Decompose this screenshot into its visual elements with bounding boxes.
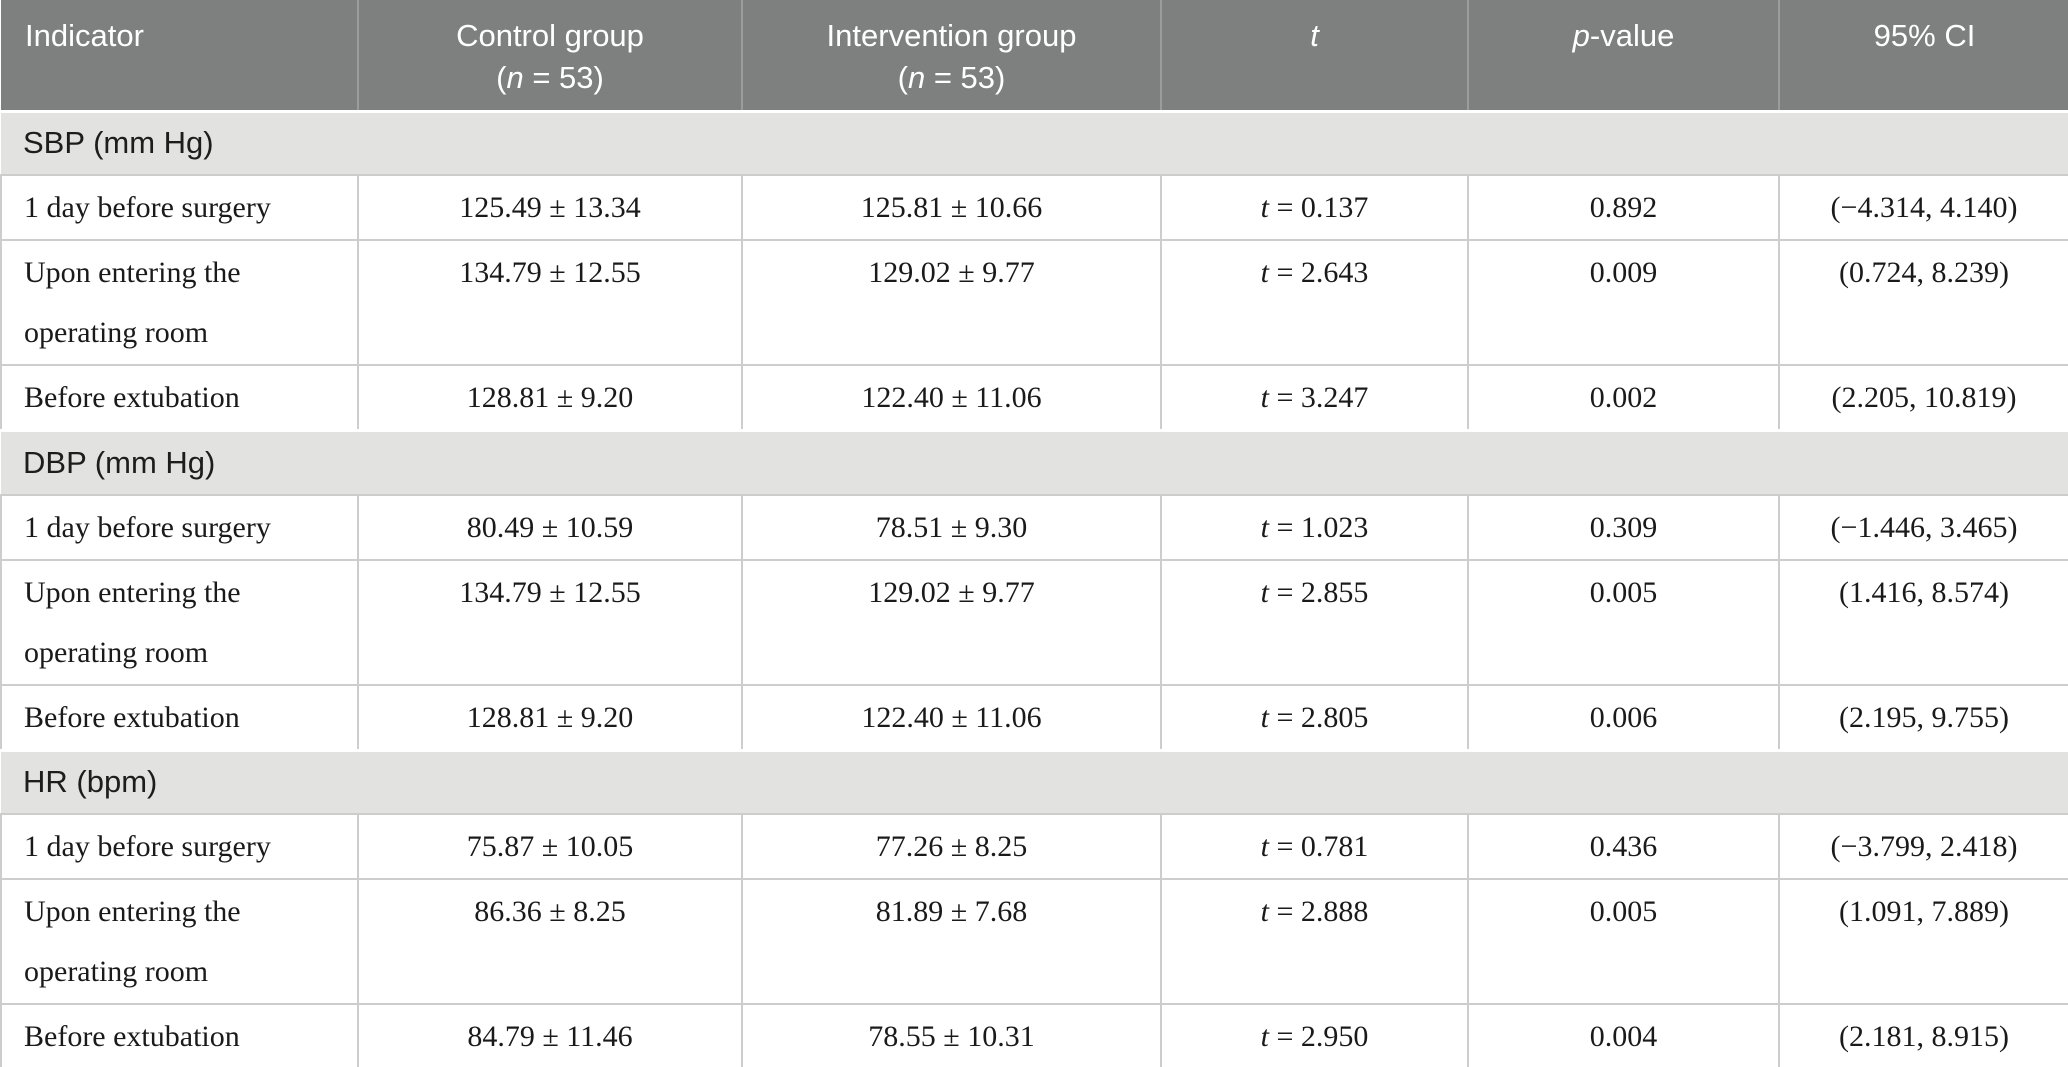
intervention-value-cell: 78.55 ± 10.31: [741, 1003, 1162, 1067]
ci-value-cell: (2.195, 9.755): [1778, 683, 2068, 751]
ci-value-cell: (2.205, 10.819): [1778, 364, 2068, 432]
intervention-value-cell: 81.89 ± 7.68: [741, 878, 1162, 1005]
intervention-value-cell: 77.26 ± 8.25: [741, 813, 1162, 880]
control-value-cell: 75.87 ± 10.05: [357, 813, 743, 880]
section-header-sbp: SBP (mm Hg): [1, 109, 2068, 176]
indicator-cell: 1 day before surgery: [0, 813, 359, 880]
t-symbol: t: [1260, 700, 1269, 734]
ci-value-cell: (1.091, 7.889): [1778, 878, 2068, 1005]
intervention-value-cell: 129.02 ± 9.77: [741, 558, 1162, 686]
ci-value-cell: (−4.314, 4.140): [1778, 174, 2068, 241]
indicator-cell: 1 day before surgery: [0, 493, 359, 561]
table-row: 1 day before surgery 125.49 ± 13.34 125.…: [0, 174, 2068, 241]
t-symbol: t: [1260, 381, 1269, 414]
intervention-group-label: Intervention group: [826, 18, 1077, 53]
ci-value-cell: (2.181, 8.915): [1778, 1003, 2068, 1067]
ci-value-cell: (0.724, 8.239): [1778, 239, 2068, 366]
intervention-value-cell: 78.51 ± 9.30: [741, 493, 1162, 561]
ci-label: 95% CI: [1873, 18, 1976, 53]
table-row: Upon entering the operating room 134.79 …: [0, 558, 2068, 686]
col-header-indicator-label: Indicator: [25, 18, 144, 53]
t-symbol: t: [1260, 510, 1269, 544]
t-value-cell: t = 3.247: [1160, 364, 1469, 432]
section-header-hr: HR (bpm): [1, 748, 2068, 815]
control-value-cell: 134.79 ± 12.55: [357, 558, 743, 686]
t-symbol: t: [1260, 895, 1269, 928]
col-header-intervention-group: Intervention group (n = 53): [741, 0, 1161, 113]
control-group-label: Control group: [456, 18, 644, 53]
intervention-value-cell: 129.02 ± 9.77: [741, 239, 1162, 366]
col-header-indicator: Indicator: [1, 0, 358, 113]
p-value-cell: 0.004: [1467, 1003, 1780, 1067]
n-symbol: n: [907, 60, 926, 95]
indicator-cell: Before extubation: [0, 364, 359, 432]
indicator-cell: Upon entering the operating room: [0, 558, 359, 686]
control-value-cell: 125.49 ± 13.34: [357, 174, 743, 241]
table-row: Upon entering the operating room 134.79 …: [0, 239, 2068, 366]
indicator-cell: 1 day before surgery: [0, 174, 359, 241]
control-value-cell: 128.81 ± 9.20: [357, 683, 743, 751]
section-title: HR (bpm): [23, 764, 158, 800]
table-row: Before extubation 84.79 ± 11.46 78.55 ± …: [0, 1003, 2068, 1067]
p-value-cell: 0.892: [1467, 174, 1780, 241]
ci-value-cell: (−1.446, 3.465): [1778, 493, 2068, 561]
t-value-cell: t = 2.643: [1160, 239, 1469, 366]
control-value-cell: 134.79 ± 12.55: [357, 239, 743, 366]
section-header-dbp: DBP (mm Hg): [1, 429, 2068, 496]
intervention-value-cell: 125.81 ± 10.66: [741, 174, 1162, 241]
col-header-control-group: Control group (n = 53): [357, 0, 742, 113]
col-header-t: t: [1160, 0, 1468, 113]
table-row: 1 day before surgery 75.87 ± 10.05 77.26…: [0, 813, 2068, 880]
t-value-cell: t = 0.781: [1160, 813, 1469, 880]
t-symbol: t: [1260, 191, 1269, 224]
p-symbol: p: [1572, 18, 1590, 53]
p-value-cell: 0.309: [1467, 493, 1780, 561]
indicator-cell: Before extubation: [0, 683, 359, 751]
intervention-value-cell: 122.40 ± 11.06: [741, 683, 1162, 751]
p-value-cell: 0.009: [1467, 239, 1780, 366]
ci-value-cell: (−3.799, 2.418): [1778, 813, 2068, 880]
t-value-cell: t = 0.137: [1160, 174, 1469, 241]
t-value-cell: t = 2.805: [1160, 683, 1469, 751]
section-row-sbp: SBP (mm Hg): [1, 109, 2068, 176]
t-value-cell: t = 2.950: [1160, 1003, 1469, 1067]
control-value-cell: 84.79 ± 11.46: [357, 1003, 743, 1067]
p-value-cell: 0.002: [1467, 364, 1780, 432]
section-title: DBP (mm Hg): [23, 444, 216, 480]
t-symbol: t: [1260, 830, 1269, 863]
section-row-dbp: DBP (mm Hg): [1, 429, 2068, 496]
ci-value-cell: (1.416, 8.574): [1778, 558, 2068, 686]
section-row-hr: HR (bpm): [1, 748, 2068, 815]
n-symbol: n: [506, 60, 524, 95]
t-value-cell: t = 1.023: [1160, 493, 1469, 561]
indicator-cell: Upon entering the operating room: [0, 239, 359, 366]
control-value-cell: 80.49 ± 10.59: [357, 493, 743, 561]
indicator-cell: Upon entering the operating room: [0, 878, 359, 1005]
col-header-95ci: 95% CI: [1778, 0, 2068, 113]
p-value-cell: 0.005: [1467, 558, 1780, 686]
col-header-p-value: p-value: [1467, 0, 1779, 113]
p-value-cell: 0.006: [1467, 683, 1780, 751]
t-symbol: t: [1260, 575, 1269, 609]
table-row: Upon entering the operating room 86.36 ±…: [0, 878, 2068, 1005]
section-title: SBP (mm Hg): [23, 125, 214, 161]
indicator-cell: Before extubation: [0, 1003, 359, 1067]
t-value-cell: t = 2.855: [1160, 558, 1469, 686]
table-row: 1 day before surgery 80.49 ± 10.59 78.51…: [0, 493, 2068, 561]
intervention-value-cell: 122.40 ± 11.06: [741, 364, 1162, 432]
p-value-cell: 0.005: [1467, 878, 1780, 1005]
table-row: Before extubation 128.81 ± 9.20 122.40 ±…: [0, 683, 2068, 751]
table-header-row: Indicator Control group (n = 53) Interve…: [1, 0, 2068, 113]
t-symbol: t: [1310, 18, 1319, 53]
control-value-cell: 128.81 ± 9.20: [357, 364, 743, 432]
p-value-cell: 0.436: [1467, 813, 1780, 880]
t-value-cell: t = 2.888: [1160, 878, 1469, 1005]
t-symbol: t: [1260, 256, 1269, 289]
control-value-cell: 86.36 ± 8.25: [357, 878, 743, 1005]
t-symbol: t: [1260, 1020, 1269, 1053]
table-row: Before extubation 128.81 ± 9.20 122.40 ±…: [0, 364, 2068, 432]
